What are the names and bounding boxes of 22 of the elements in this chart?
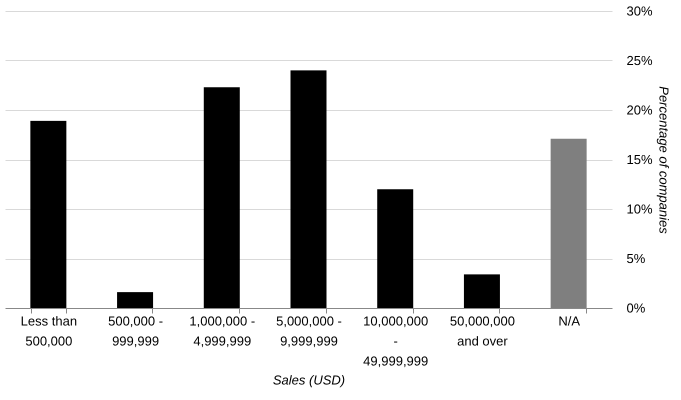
y-axis-title: Percentage of companies bbox=[656, 86, 672, 234]
bar bbox=[290, 70, 326, 308]
y-tick-label: 25% bbox=[626, 53, 653, 68]
y-tick-label: 10% bbox=[626, 202, 653, 216]
x-tick-label: 10,000,000 - 49,999,999 bbox=[363, 314, 428, 368]
y-tick-label: 20% bbox=[626, 102, 653, 118]
bar bbox=[30, 120, 66, 308]
y-tick-label: 30% bbox=[626, 4, 653, 18]
y-tick-label: 5% bbox=[626, 251, 646, 266]
bar bbox=[464, 274, 500, 308]
bar bbox=[117, 292, 154, 308]
bar bbox=[204, 87, 240, 308]
x-tick-label: Less than 500,000 bbox=[20, 314, 78, 348]
x-tick-label: 1,000,000 - 4,999,999 bbox=[189, 314, 256, 348]
x-axis-title: Sales (USD) bbox=[272, 372, 346, 388]
bar bbox=[377, 189, 414, 308]
y-tick-label: 0% bbox=[626, 300, 646, 316]
x-tick-label: 50,000,000 and over bbox=[450, 314, 515, 348]
x-tick-label: 5,000,000 - 9,999,999 bbox=[276, 314, 342, 348]
y-tick-label: 15% bbox=[626, 152, 653, 167]
x-tick-label: N/A bbox=[558, 314, 580, 328]
x-tick-label: 500,000 - 999,999 bbox=[108, 314, 164, 348]
